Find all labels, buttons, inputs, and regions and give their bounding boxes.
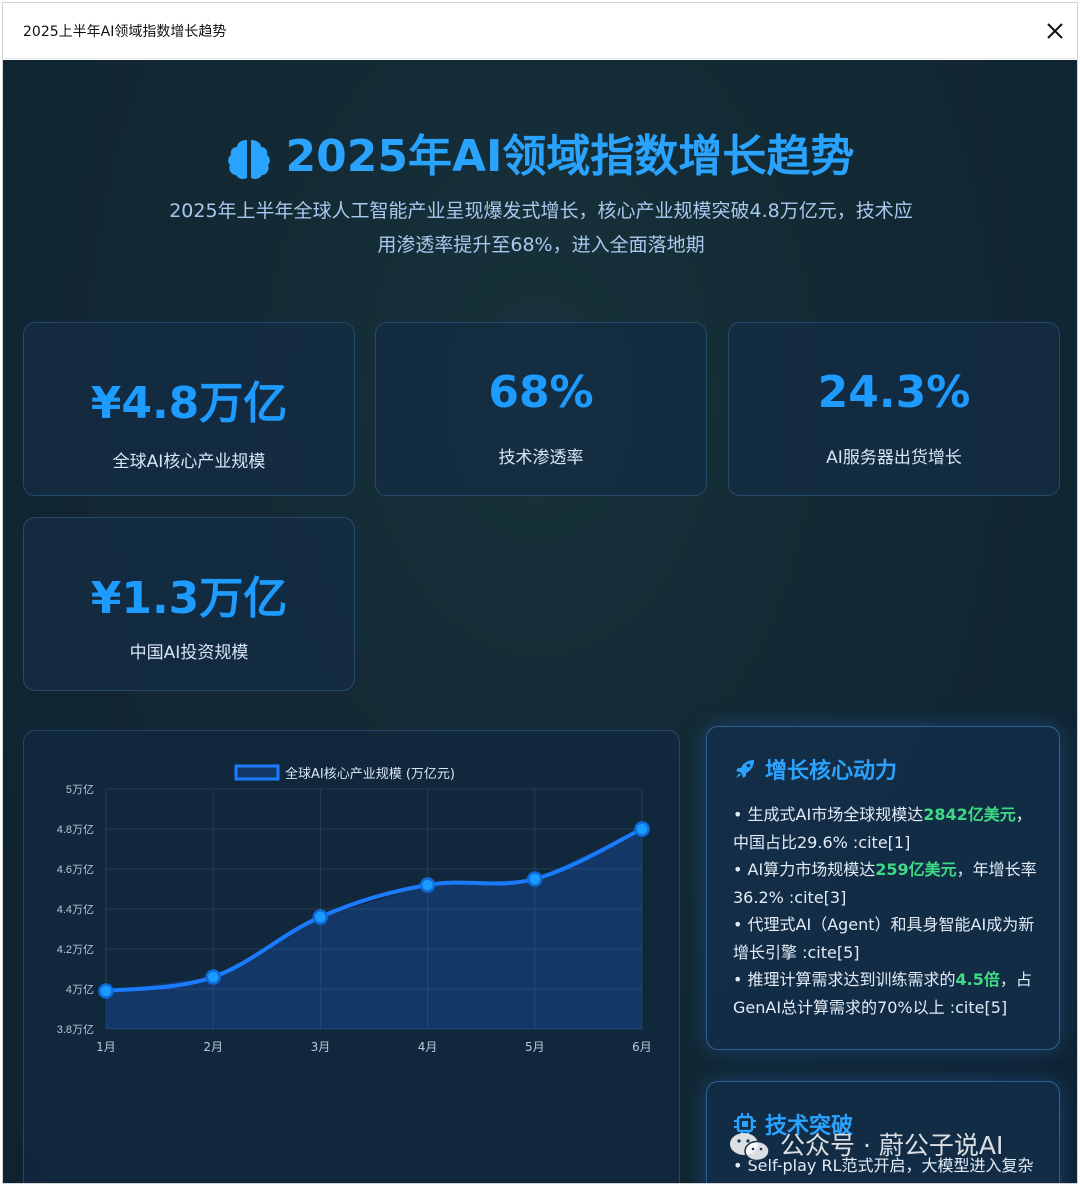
growth-item-highlight: 2842亿美元	[923, 805, 1016, 824]
tech-list: • Self-play RL范式开启，大模型进入复杂	[733, 1152, 1039, 1180]
subtitle-line-2: 用渗透率提升至68%，进入全面落地期	[377, 234, 705, 256]
watermark-text: 公众号 · 蔚公子说AI	[780, 1131, 1004, 1160]
stat-value: 24.3%	[817, 367, 971, 418]
chip-icon	[734, 1113, 756, 1135]
data-point	[98, 983, 114, 999]
stat-label: 技术渗透率	[498, 448, 584, 468]
growth-item: • 推理计算需求达到训练需求的4.5倍，占GenAI总计算需求的70%以上 :c…	[733, 966, 1039, 1021]
x-tick-label: 1月	[96, 1040, 116, 1054]
data-point	[634, 821, 650, 837]
stat-card-china-investment: ¥1.3万亿 中国AI投资规模	[23, 517, 355, 691]
growth-item-text: ，年增长率36.2% :cite[3]	[733, 860, 1037, 907]
growth-item-text: • 生成式AI市场全球规模达	[733, 805, 924, 824]
growth-item: • AI算力市场规模达259亿美元，年增长率36.2% :cite[3]	[733, 856, 1039, 911]
dashboard-content: 2025年AI领域指数增长趋势 2025年上半年全球人工智能产业呈现爆发式增长，…	[3, 60, 1077, 1183]
stat-card-server-growth: 24.3% AI服务器出货增长	[728, 322, 1060, 496]
y-tick-label: 4.2万亿	[57, 943, 94, 956]
stat-value: ¥1.3万亿	[90, 573, 288, 624]
stat-card-penetration: 68% 技术渗透率	[375, 322, 707, 496]
x-tick-label: 4月	[418, 1040, 438, 1054]
stat-value: 68%	[488, 367, 594, 418]
growth-list: • 生成式AI市场全球规模达2842亿美元，中国占比29.6% :cite[1]…	[733, 801, 1039, 1021]
page-title: 2025年AI领域指数增长趋势	[3, 120, 1077, 184]
y-tick-label: 4.6万亿	[57, 863, 94, 876]
growth-item-highlight: 4.5倍	[955, 970, 1000, 989]
rocket-icon	[736, 760, 754, 778]
growth-drivers-card: 增长核心动力 • 生成式AI市场全球规模达2842亿美元，中国占比29.6% :…	[706, 726, 1060, 1050]
x-tick-label: 3月	[311, 1040, 331, 1054]
growth-card-title: 增长核心动力	[765, 759, 898, 784]
x-tick-label: 5月	[525, 1040, 545, 1054]
growth-item-text: ，中国占比29.6% :cite[1]	[733, 805, 1032, 852]
line-chart: 3.8万亿 4万亿 4.2万亿 4.4万亿 4.6万亿 4.8万亿 5万亿 1月 2月 3月 4月 5…	[57, 764, 652, 1054]
growth-item-text: • AI算力市场规模达	[733, 860, 876, 879]
tech-card-title: 技术突破	[765, 1114, 854, 1139]
page-title-text: 2025年AI领域指数增长趋势	[285, 131, 855, 182]
wechat-icon	[730, 1133, 770, 1162]
tech-item-text: • Self-play RL范式开启，大模型进入复杂	[733, 1156, 1034, 1175]
brain-icon	[227, 140, 270, 179]
stat-value: ¥4.8万亿	[90, 378, 288, 429]
y-tick-label: 3.8万亿	[57, 1023, 94, 1036]
data-point	[205, 969, 221, 985]
data-point	[527, 871, 543, 887]
growth-item: • 代理式AI（Agent）和具身智能AI成为新增长引擎 :cite[5]	[733, 911, 1039, 966]
stat-card-ai-industry: ¥4.8万亿 全球AI核心产业规模	[23, 322, 355, 496]
growth-item-text: • 推理计算需求达到训练需求的	[733, 970, 956, 989]
chart-card: 3.8万亿 4万亿 4.2万亿 4.4万亿 4.6万亿 4.8万亿 5万亿 1月 2月 3月 4月 5…	[23, 730, 680, 1183]
growth-item: • 生成式AI市场全球规模达2842亿美元，中国占比29.6% :cite[1]	[733, 801, 1039, 856]
page-subtitle: 2025年上半年全球人工智能产业呈现爆发式增长，核心产业规模突破4.8万亿元，技…	[123, 194, 959, 262]
y-tick-label: 4万亿	[66, 983, 94, 996]
tech-item: • Self-play RL范式开启，大模型进入复杂	[733, 1152, 1039, 1180]
subtitle-line-1: 2025年上半年全球人工智能产业呈现爆发式增长，核心产业规模突破4.8万亿元，技…	[169, 200, 913, 222]
watermark: 公众号 · 蔚公子说AI	[728, 1126, 1003, 1164]
growth-item-text: ，占GenAI总计算需求的70%以上 :cite[5]	[733, 970, 1032, 1017]
growth-item-highlight: 259亿美元	[875, 860, 957, 879]
window-title: 2025上半年AI领域指数增长趋势	[23, 24, 227, 40]
data-point	[419, 877, 436, 893]
y-tick-label: 4.4万亿	[57, 903, 94, 916]
legend-label: 全球AI核心产业规模 (万亿元)	[285, 766, 455, 782]
close-icon[interactable]	[1043, 19, 1067, 43]
stat-label: AI服务器出货增长	[826, 448, 962, 468]
x-tick-label: 2月	[203, 1040, 223, 1054]
stat-label: 全球AI核心产业规模	[112, 452, 266, 472]
tech-breakthrough-card: 技术突破 • Self-play RL范式开启，大模型进入复杂	[706, 1081, 1060, 1183]
data-point	[312, 909, 329, 925]
growth-item-text: • 代理式AI（Agent）和具身智能AI成为新增长引擎 :cite[5]	[733, 915, 1035, 962]
stat-label: 中国AI投资规模	[129, 643, 249, 663]
x-tick-label: 6月	[632, 1040, 652, 1054]
series-area	[106, 829, 642, 1029]
y-tick-label: 4.8万亿	[57, 823, 94, 836]
title-bar: 2025上半年AI领域指数增长趋势	[3, 3, 1077, 59]
y-tick-label: 5万亿	[66, 783, 94, 796]
series-line	[105, 827, 643, 993]
legend-swatch	[234, 764, 280, 781]
